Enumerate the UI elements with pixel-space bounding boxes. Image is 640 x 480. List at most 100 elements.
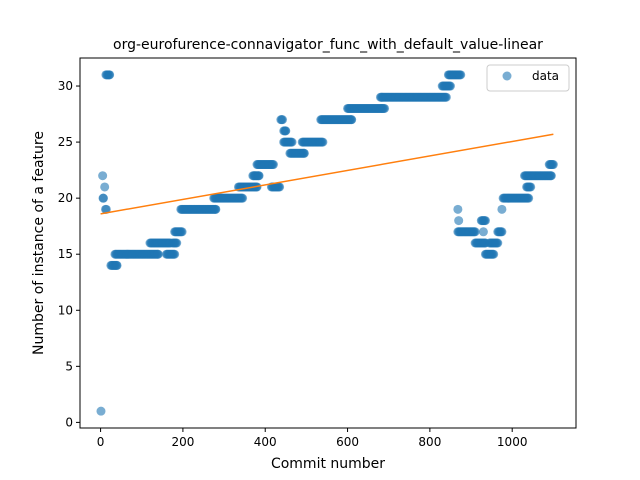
data-point-run [98,193,108,203]
data-point [478,227,488,237]
data-point-run [480,249,499,259]
data-point [548,160,558,170]
x-axis-label: Commit number [271,456,385,472]
axes-frame [79,57,577,429]
data-point-run [98,171,108,181]
legend-box [486,64,570,92]
y-tick-label: 0 [65,415,73,429]
data-point-run [343,103,390,113]
y-axis-label: Number of instance of a feature [31,131,47,355]
data-point-run [110,249,163,259]
data-point [100,182,110,192]
y-tick-label: 5 [65,359,73,373]
y-tick-label: 10 [58,303,73,317]
data-point-run [100,182,110,192]
data-point-run [161,249,180,259]
x-tick-label: 0 [97,435,105,449]
data-point [480,216,490,226]
data-point-run [176,204,221,214]
chart-title: org-eurofurence-connavigator_func_with_d… [113,37,543,53]
data-point-run [470,238,490,248]
data-point-run [285,148,309,158]
data-point [278,115,288,125]
data-point-run [168,238,182,248]
data-point [254,171,264,181]
data-point [170,249,180,259]
y-tick-label: 25 [58,135,73,149]
data-point [287,137,297,147]
x-axis-ticks: 0 200 400 600 800 1000 [97,428,528,449]
data-point-run [522,182,536,192]
data-point [441,92,451,102]
data-point [268,160,278,170]
legend-marker-data [502,71,512,81]
data-point-run [443,70,466,80]
data-point-run [493,227,507,237]
data-point [347,115,357,125]
data-point [96,406,106,416]
x-tick-label: 200 [171,435,194,449]
data-point [299,148,309,158]
data-point [238,193,248,203]
y-tick-label: 30 [58,79,73,93]
data-point-run [266,182,285,192]
data-point-run [453,204,463,214]
data-point-run [170,227,187,237]
x-tick-label: 1000 [497,435,528,449]
linear-fit-line [100,133,554,215]
data-point-run [248,171,264,181]
y-tick-label: 15 [58,247,73,261]
data-point-run [252,160,278,170]
data-point [380,103,390,113]
data-point [470,227,480,237]
data-point-run [279,137,297,147]
data-point [318,137,328,147]
data-point [524,193,534,203]
data-point [101,204,111,214]
legend: data [486,64,570,92]
data-point [497,227,507,237]
data-point-run [454,216,464,226]
data-point [453,204,463,214]
data-point-run [101,204,111,214]
data-point [177,227,187,237]
legend-label-data: data [532,69,559,83]
data-point [497,204,507,214]
data-point [98,193,108,203]
data-point [493,238,503,248]
data-point [211,204,221,214]
data-point-run [276,115,288,125]
y-tick-label: 20 [58,191,73,205]
data-point-run [453,227,480,237]
data-point-run [106,260,122,270]
data-point-run [279,126,291,136]
data-point [489,249,499,259]
x-tick-label: 800 [418,435,441,449]
data-point-run [209,193,248,203]
data-point-run [478,227,488,237]
data-point-run [145,238,176,248]
data-point [445,81,455,91]
data-point-run [520,171,556,181]
data-point [456,70,466,80]
x-tick-label: 400 [254,435,277,449]
data-point-run [476,216,490,226]
data-point-run [485,238,503,248]
data-point-run [375,92,451,102]
data-point-run [498,193,534,203]
data-point-run [101,70,115,80]
data-point-run [497,204,507,214]
data-point [153,249,163,259]
data-point-run [316,115,357,125]
data-point [454,216,464,226]
data-point [275,182,285,192]
data-point [526,182,536,192]
data-point [112,260,122,270]
data-point [105,70,115,80]
data-point [172,238,182,248]
data-point-run [96,406,106,416]
data-point-run [437,81,455,91]
plot-area [96,70,558,416]
data-point [98,171,108,181]
